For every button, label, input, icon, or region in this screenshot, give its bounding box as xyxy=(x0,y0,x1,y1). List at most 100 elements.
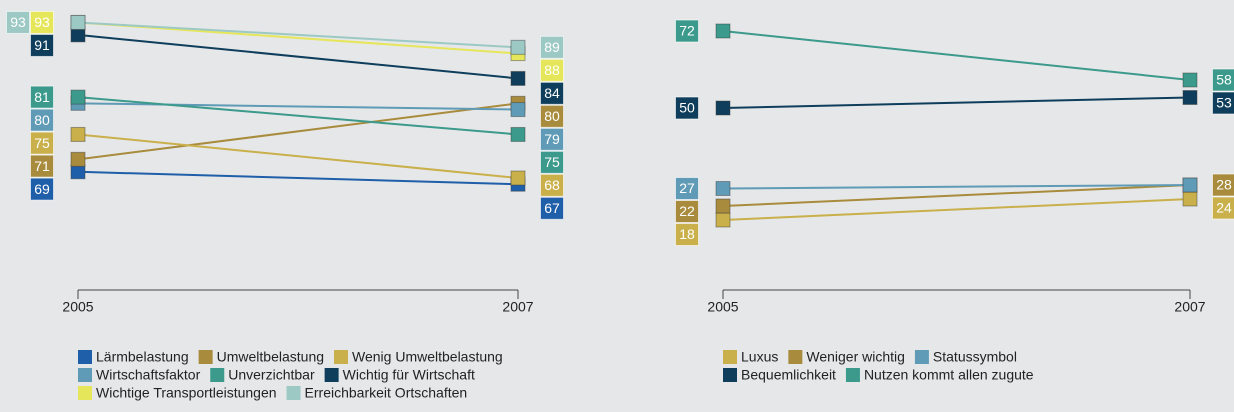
legend-swatch xyxy=(723,368,737,382)
value-label: 84 xyxy=(544,85,560,101)
value-label-box xyxy=(540,81,564,105)
value-label: 88 xyxy=(544,62,560,78)
marker xyxy=(1182,90,1198,105)
value-label-box xyxy=(540,127,564,151)
x-tick-label: 2005 xyxy=(707,299,738,315)
legend-label: Wichtig für Wirtschaft xyxy=(343,367,475,383)
legend-label: Nutzen kommt allen zugute xyxy=(864,367,1034,383)
value-label-box xyxy=(30,154,54,178)
legend-label: Erreichbarkeit Ortschaften xyxy=(305,385,468,401)
value-label-box xyxy=(30,85,54,109)
legend-label: Wirtschaftsfaktor xyxy=(96,367,201,383)
slope-line xyxy=(722,96,1191,109)
value-label: 28 xyxy=(1216,177,1232,193)
legend-label: Wichtige Transportleistungen xyxy=(96,385,277,401)
value-label: 24 xyxy=(1216,200,1232,216)
legend-label: Wenig Umweltbelastung xyxy=(352,349,503,365)
legend-label: Weniger wichtig xyxy=(806,349,905,365)
legend-swatch xyxy=(723,350,737,364)
value-label-box xyxy=(1212,91,1234,115)
slope-line xyxy=(722,30,1191,81)
slope-line xyxy=(77,102,519,161)
value-label: 93 xyxy=(34,14,50,30)
value-label: 80 xyxy=(544,108,560,124)
legend-swatch xyxy=(845,368,860,382)
slope-line xyxy=(722,184,1191,207)
marker xyxy=(70,14,86,30)
slope-line xyxy=(77,133,519,179)
legend-swatch xyxy=(788,350,803,364)
value-label-box xyxy=(675,200,699,223)
value-label: 72 xyxy=(679,23,695,39)
slope-line xyxy=(77,102,519,111)
marker xyxy=(70,89,86,105)
value-label: 93 xyxy=(10,14,26,30)
marker xyxy=(715,100,731,116)
legend-swatch xyxy=(210,368,225,382)
marker xyxy=(510,70,526,86)
legend-label: Umweltbelastung xyxy=(217,349,324,365)
value-label-box xyxy=(6,10,30,34)
x-tick-label: 2007 xyxy=(502,299,533,315)
value-label-box xyxy=(675,96,699,120)
marker xyxy=(70,151,86,167)
legend-swatch xyxy=(78,386,92,400)
value-label: 58 xyxy=(1216,72,1232,88)
value-label: 81 xyxy=(34,89,50,105)
value-label-box xyxy=(1212,196,1234,220)
value-label-box xyxy=(30,108,54,132)
value-label-box xyxy=(1212,68,1234,92)
marker xyxy=(1182,191,1198,207)
marker xyxy=(70,164,86,180)
marker xyxy=(715,181,731,196)
value-label: 80 xyxy=(34,112,50,128)
marker xyxy=(70,27,86,43)
slope-line xyxy=(77,21,519,49)
x-tick-label: 2005 xyxy=(62,299,93,315)
legend-label: Bequemlichkeit xyxy=(741,367,836,383)
legend-swatch xyxy=(914,350,929,364)
legend-swatch xyxy=(78,368,92,382)
legend-label: Unverzichtbar xyxy=(228,367,315,383)
slope-line xyxy=(77,96,519,136)
value-label: 69 xyxy=(34,181,50,197)
marker xyxy=(510,170,526,186)
marker xyxy=(715,23,731,39)
value-label: 18 xyxy=(679,226,695,242)
value-label: 68 xyxy=(544,177,560,193)
x-tick-label: 2007 xyxy=(1174,299,1205,315)
value-label: 91 xyxy=(34,37,50,53)
value-label: 67 xyxy=(544,200,560,216)
slope-line xyxy=(722,198,1191,221)
legend-swatch xyxy=(286,386,301,400)
legend-swatch xyxy=(78,350,92,364)
value-label-box xyxy=(540,150,564,174)
slope-line xyxy=(77,33,519,80)
value-label-box xyxy=(30,10,54,34)
value-label: 27 xyxy=(679,180,695,196)
value-label-box xyxy=(675,223,699,246)
marker xyxy=(70,126,86,142)
value-label-box xyxy=(540,35,564,59)
value-label: 53 xyxy=(1216,95,1232,111)
value-label: 50 xyxy=(679,100,695,116)
value-label-box xyxy=(30,177,54,201)
value-label-box xyxy=(540,104,564,128)
legend-label: Statussymbol xyxy=(933,349,1017,365)
value-label-box xyxy=(675,177,699,200)
value-label-box xyxy=(540,173,564,197)
value-label-box xyxy=(30,33,54,57)
value-label-box xyxy=(540,196,564,220)
legend-label: Lärmbelastung xyxy=(96,349,189,365)
marker xyxy=(510,102,526,118)
slope-line xyxy=(77,170,519,186)
marker xyxy=(510,39,526,55)
value-label: 22 xyxy=(679,203,695,219)
value-label: 75 xyxy=(544,154,560,170)
value-label: 89 xyxy=(544,39,560,55)
legend-swatch xyxy=(334,350,349,364)
legend-swatch xyxy=(324,368,339,382)
value-label: 79 xyxy=(544,131,560,147)
